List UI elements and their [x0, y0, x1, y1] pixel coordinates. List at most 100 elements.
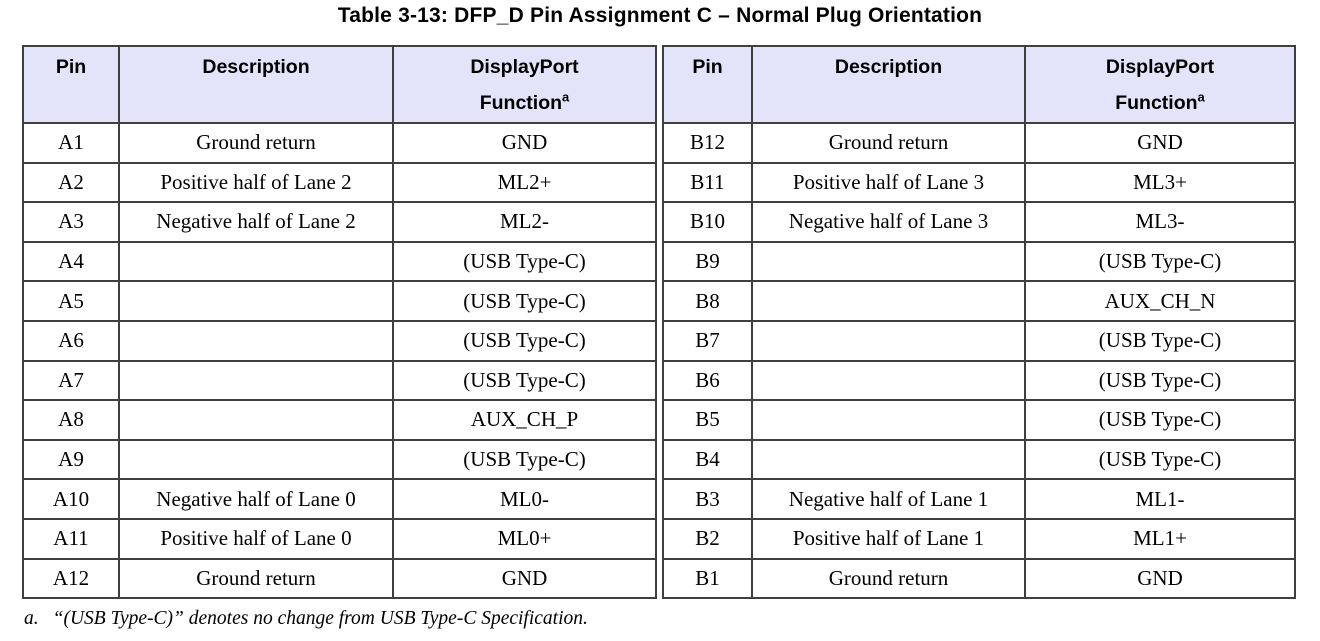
table-row: B2 Positive half of Lane 1 ML1+ [662, 517, 1296, 560]
pin-cell: A6 [22, 319, 120, 362]
function-cell: (USB Type-C) [1024, 438, 1296, 481]
table-row: B11 Positive half of Lane 3 ML3+ [662, 161, 1296, 204]
description-cell [118, 438, 394, 481]
description-cell: Positive half of Lane 1 [751, 517, 1026, 560]
table-row: A2 Positive half of Lane 2 ML2+ [22, 161, 657, 204]
pin-table-right: Pin Description DisplayPort Functiona B1… [662, 45, 1296, 600]
table-row: A3 Negative half of Lane 2 ML2- [22, 201, 657, 243]
description-cell: Positive half of Lane 0 [118, 517, 394, 560]
pin-cell: A12 [22, 557, 120, 600]
pin-cell: A5 [22, 280, 120, 322]
function-cell: ML1+ [1024, 517, 1296, 560]
pin-cell: A7 [22, 359, 120, 402]
footnote-marker: a. [24, 608, 39, 630]
function-cell: GND [1024, 122, 1296, 164]
pin-cell: B10 [662, 201, 753, 243]
table-row: B3 Negative half of Lane 1 ML1- [662, 478, 1296, 520]
pin-cell: B8 [662, 280, 753, 322]
table-row: B8 AUX_CH_N [662, 280, 1296, 322]
table-header-row: Pin Description DisplayPort Functiona [22, 45, 657, 124]
pin-cell: A9 [22, 438, 120, 481]
column-header-description: Description [751, 45, 1026, 124]
pin-cell: A11 [22, 517, 120, 560]
function-cell: (USB Type-C) [392, 438, 657, 481]
function-cell: (USB Type-C) [392, 359, 657, 402]
function-cell: (USB Type-C) [392, 240, 657, 283]
function-cell: ML2- [392, 201, 657, 243]
footnote-reference: a [1197, 89, 1205, 105]
function-cell: (USB Type-C) [1024, 359, 1296, 402]
function-cell: (USB Type-C) [392, 280, 657, 322]
pin-cell: A2 [22, 161, 120, 204]
table-row: B7 (USB Type-C) [662, 319, 1296, 362]
description-cell [118, 319, 394, 362]
function-cell: ML1- [1024, 478, 1296, 520]
function-cell: AUX_CH_N [1024, 280, 1296, 322]
function-header-line2: Function [479, 92, 563, 114]
pin-assignment-tables: Pin Description DisplayPort Functiona A1… [22, 45, 1320, 600]
table-row: A10 Negative half of Lane 0 ML0- [22, 478, 657, 520]
description-cell: Negative half of Lane 0 [118, 478, 394, 520]
pin-cell: B11 [662, 161, 753, 204]
pin-cell: B5 [662, 399, 753, 441]
function-cell: ML3+ [1024, 161, 1296, 204]
description-cell: Negative half of Lane 1 [751, 478, 1026, 520]
footnote-reference: a [562, 89, 570, 105]
table-row: B1 Ground return GND [662, 557, 1296, 600]
function-cell: ML0+ [392, 517, 657, 560]
pin-cell: B9 [662, 240, 753, 283]
function-header-line2: Function [1115, 92, 1198, 114]
pin-cell: B3 [662, 478, 753, 520]
description-cell [751, 280, 1026, 322]
description-cell: Positive half of Lane 3 [751, 161, 1026, 204]
description-cell [751, 240, 1026, 283]
description-cell [751, 359, 1026, 402]
table-row: A7 (USB Type-C) [22, 359, 657, 402]
pin-cell: A3 [22, 201, 120, 243]
function-cell: GND [1024, 557, 1296, 600]
function-cell: ML0- [392, 478, 657, 520]
table-row: A11 Positive half of Lane 0 ML0+ [22, 517, 657, 560]
pin-cell: B7 [662, 319, 753, 362]
pin-cell: B2 [662, 517, 753, 560]
pin-cell: B12 [662, 122, 753, 164]
table-row: A4 (USB Type-C) [22, 240, 657, 283]
function-cell: (USB Type-C) [392, 319, 657, 362]
description-cell: Ground return [118, 122, 394, 164]
description-cell [118, 280, 394, 322]
table-row: A1 Ground return GND [22, 122, 657, 164]
pin-table-left: Pin Description DisplayPort Functiona A1… [22, 45, 657, 600]
function-cell: (USB Type-C) [1024, 240, 1296, 283]
description-cell: Positive half of Lane 2 [118, 161, 394, 204]
function-cell: GND [392, 122, 657, 164]
description-cell [118, 399, 394, 441]
pin-cell: B4 [662, 438, 753, 481]
description-cell [751, 319, 1026, 362]
description-cell: Ground return [751, 122, 1026, 164]
description-cell [118, 240, 394, 283]
function-cell: AUX_CH_P [392, 399, 657, 441]
function-cell: ML3- [1024, 201, 1296, 243]
function-header-line1: DisplayPort [1105, 56, 1215, 78]
description-cell: Ground return [751, 557, 1026, 600]
column-header-description: Description [118, 45, 394, 124]
table-row: A5 (USB Type-C) [22, 280, 657, 322]
column-header-pin: Pin [662, 45, 753, 124]
column-header-function: DisplayPort Functiona [1024, 45, 1296, 124]
description-cell [118, 359, 394, 402]
function-cell: (USB Type-C) [1024, 319, 1296, 362]
pin-cell: B1 [662, 557, 753, 600]
pin-cell: A4 [22, 240, 120, 283]
table-row: A6 (USB Type-C) [22, 319, 657, 362]
pin-cell: A8 [22, 399, 120, 441]
page-title: Table 3-13: DFP_D Pin Assignment C – Nor… [337, 4, 983, 27]
description-cell: Ground return [118, 557, 394, 600]
function-header-line1: DisplayPort [470, 56, 579, 78]
function-cell: (USB Type-C) [1024, 399, 1296, 441]
table-row: B12 Ground return GND [662, 122, 1296, 164]
column-header-pin: Pin [22, 45, 120, 124]
table-row: B5 (USB Type-C) [662, 399, 1296, 441]
pin-cell: B6 [662, 359, 753, 402]
table-row: B10 Negative half of Lane 3 ML3- [662, 201, 1296, 243]
table-row: B6 (USB Type-C) [662, 359, 1296, 402]
